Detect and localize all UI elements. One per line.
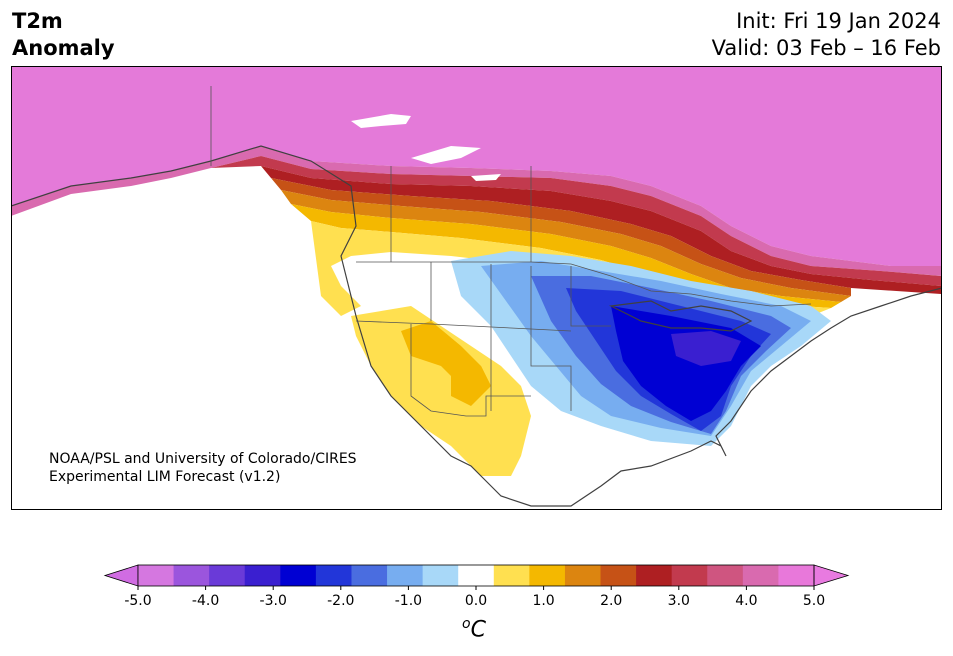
unit-superscript: o bbox=[462, 616, 471, 632]
colorbar-bin bbox=[387, 565, 424, 586]
unit-base: C bbox=[470, 617, 486, 643]
credit-line-2: Experimental LIM Forecast (v1.2) bbox=[49, 469, 281, 485]
anomaly-fill bbox=[11, 66, 942, 476]
colorbar-bin bbox=[707, 565, 744, 586]
colorbar-bin bbox=[138, 565, 175, 586]
ice-patches bbox=[351, 114, 501, 181]
colorbar-tick-label: -5.0 bbox=[124, 593, 151, 609]
colorbar-bin bbox=[173, 565, 210, 586]
colorbar: -5.0 -4.0 -3.0 -2.0 -1.0 0.0 1.0 2.0 3.0 4.0 5.0 bbox=[103, 564, 850, 609]
title-line-1: T2m bbox=[12, 9, 63, 33]
colorbar-bin bbox=[636, 565, 673, 586]
map-frame bbox=[11, 66, 942, 510]
colorbar-ticks: -5.0 -4.0 -3.0 -2.0 -1.0 0.0 1.0 2.0 3.0 4.0 5.0 bbox=[124, 586, 825, 609]
colorbar-bin bbox=[244, 565, 281, 586]
map-title: T2m Anomaly bbox=[12, 8, 115, 62]
colorbar-tick-label: -4.0 bbox=[192, 593, 219, 609]
valid-range: Valid: 03 Feb – 16 Feb bbox=[711, 36, 941, 60]
credit-line-1: NOAA/PSL and University of Colorado/CIRE… bbox=[49, 451, 357, 467]
colorbar-bin bbox=[280, 565, 317, 586]
colorbar-bin bbox=[422, 565, 459, 586]
colorbar-unit: oC bbox=[462, 616, 486, 642]
colorbar-tick-label: -3.0 bbox=[260, 593, 287, 609]
colorbar-tick-label: -1.0 bbox=[395, 593, 422, 609]
init-date: Init: Fri 19 Jan 2024 bbox=[736, 9, 941, 33]
colorbar-bin bbox=[209, 565, 246, 586]
colorbar-tick-label: -2.0 bbox=[327, 593, 354, 609]
colorbar-bin bbox=[458, 565, 495, 586]
colorbar-tick-label: 4.0 bbox=[735, 593, 757, 609]
colorbar-bin bbox=[671, 565, 708, 586]
colorbar-bins bbox=[103, 564, 850, 587]
colorbar-min-extend bbox=[103, 564, 139, 587]
colorbar-bin bbox=[564, 565, 602, 586]
colorbar-bin bbox=[742, 565, 779, 586]
colorbar-bin bbox=[315, 565, 352, 586]
colorbar-tick-label: 2.0 bbox=[600, 593, 622, 609]
forecast-dates: Init: Fri 19 Jan 2024 Valid: 03 Feb – 16… bbox=[712, 8, 941, 62]
title-line-2: Anomaly bbox=[12, 36, 115, 60]
colorbar-tick-label: 0.0 bbox=[465, 593, 487, 609]
colorbar-max-extend bbox=[813, 564, 850, 587]
colorbar-tick-label: 5.0 bbox=[803, 593, 825, 609]
colorbar-bin bbox=[351, 565, 388, 586]
colorbar-bin bbox=[600, 565, 637, 586]
colorbar-tick-label: 1.0 bbox=[532, 593, 554, 609]
colorbar-bin bbox=[529, 565, 566, 586]
colorbar-tick-label: 3.0 bbox=[668, 593, 690, 609]
colorbar-bin bbox=[493, 565, 530, 586]
coastlines bbox=[11, 145, 942, 507]
political-borders bbox=[210, 86, 812, 417]
colorbar-bin bbox=[778, 565, 815, 586]
anomaly-map bbox=[11, 66, 942, 510]
credit-text: NOAA/PSL and University of Colorado/CIRE… bbox=[49, 450, 357, 486]
